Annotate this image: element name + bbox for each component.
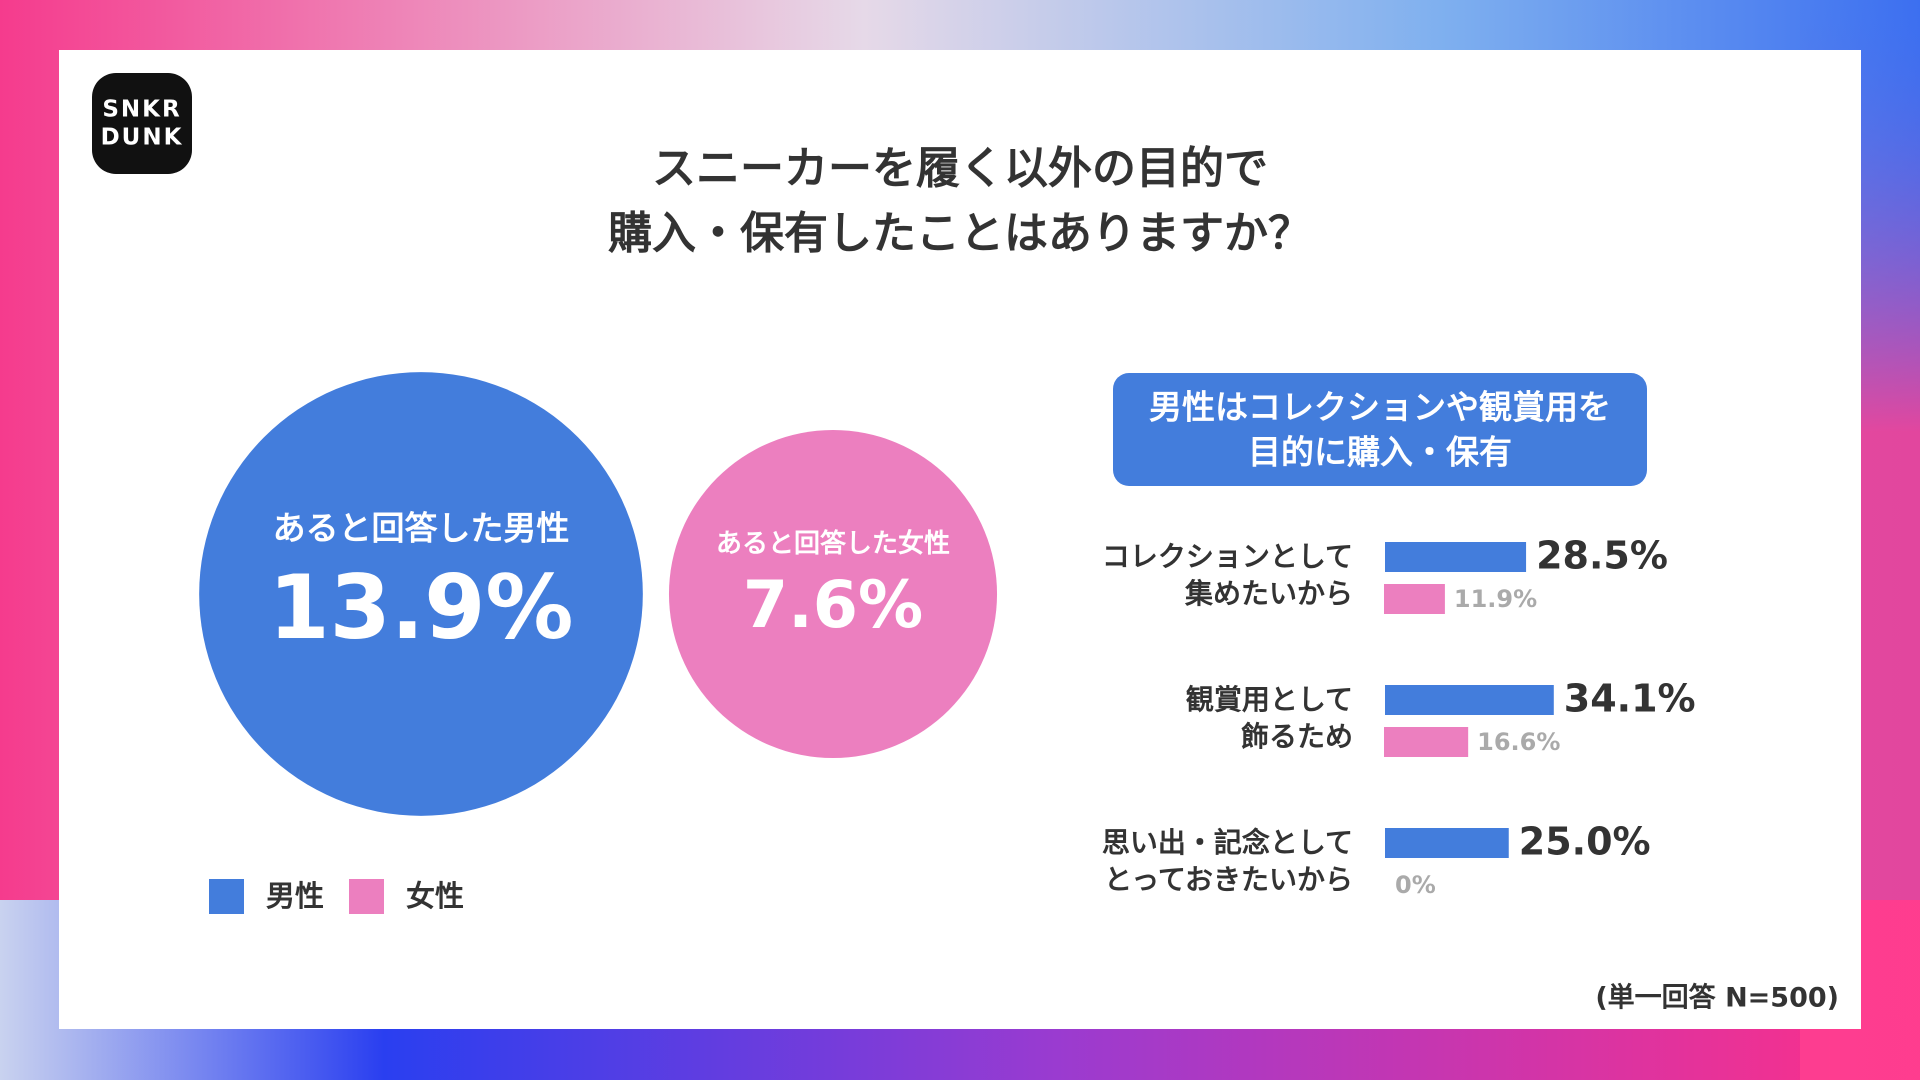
callout-text: 男性はコレクションや観賞用を bbox=[1149, 388, 1611, 427]
legend-label: 男性 bbox=[266, 879, 324, 913]
value-label: 25.0% bbox=[1519, 820, 1651, 864]
callout-box bbox=[1113, 373, 1647, 486]
bubble-label: あると回答した女性 bbox=[716, 528, 950, 559]
bar bbox=[1384, 584, 1445, 614]
category-label: 飾るため bbox=[1241, 720, 1353, 753]
legend-label: 女性 bbox=[406, 879, 464, 913]
category-label: 集めたいから bbox=[1184, 577, 1353, 610]
logo-box bbox=[92, 73, 192, 174]
bar bbox=[1385, 828, 1509, 858]
legend-swatch bbox=[209, 879, 244, 914]
bubble-label: あると回答した男性 bbox=[273, 509, 570, 548]
bubble-value: 7.6% bbox=[743, 568, 923, 643]
logo-text: DUNK bbox=[101, 125, 184, 151]
bar bbox=[1385, 685, 1554, 715]
legend-swatch bbox=[349, 879, 384, 914]
bubble-value: 13.9% bbox=[268, 556, 573, 659]
title: 購入・保有したことはありますか？ bbox=[608, 208, 1312, 259]
bar bbox=[1385, 542, 1527, 572]
logo-text: SNKR bbox=[102, 97, 181, 123]
value-label: 28.5% bbox=[1536, 534, 1668, 578]
bubble bbox=[668, 429, 998, 759]
category-label: 観賞用として bbox=[1186, 683, 1353, 716]
title: スニーカーを履く以外の目的で bbox=[652, 143, 1268, 194]
category-label: とっておきたいから bbox=[1104, 863, 1353, 896]
category-label: 思い出・記念として bbox=[1102, 826, 1353, 859]
bar bbox=[1384, 727, 1469, 757]
value-label: 11.9% bbox=[1454, 585, 1537, 613]
value-label: 0% bbox=[1395, 871, 1436, 899]
callout-text: 目的に購入・保有 bbox=[1248, 433, 1512, 472]
value-label: 34.1% bbox=[1564, 677, 1696, 721]
note: (単一回答 N=500) bbox=[1595, 982, 1839, 1014]
value-label: 16.6% bbox=[1477, 728, 1560, 756]
bubble bbox=[199, 372, 643, 816]
category-label: コレクションとして bbox=[1102, 540, 1353, 573]
